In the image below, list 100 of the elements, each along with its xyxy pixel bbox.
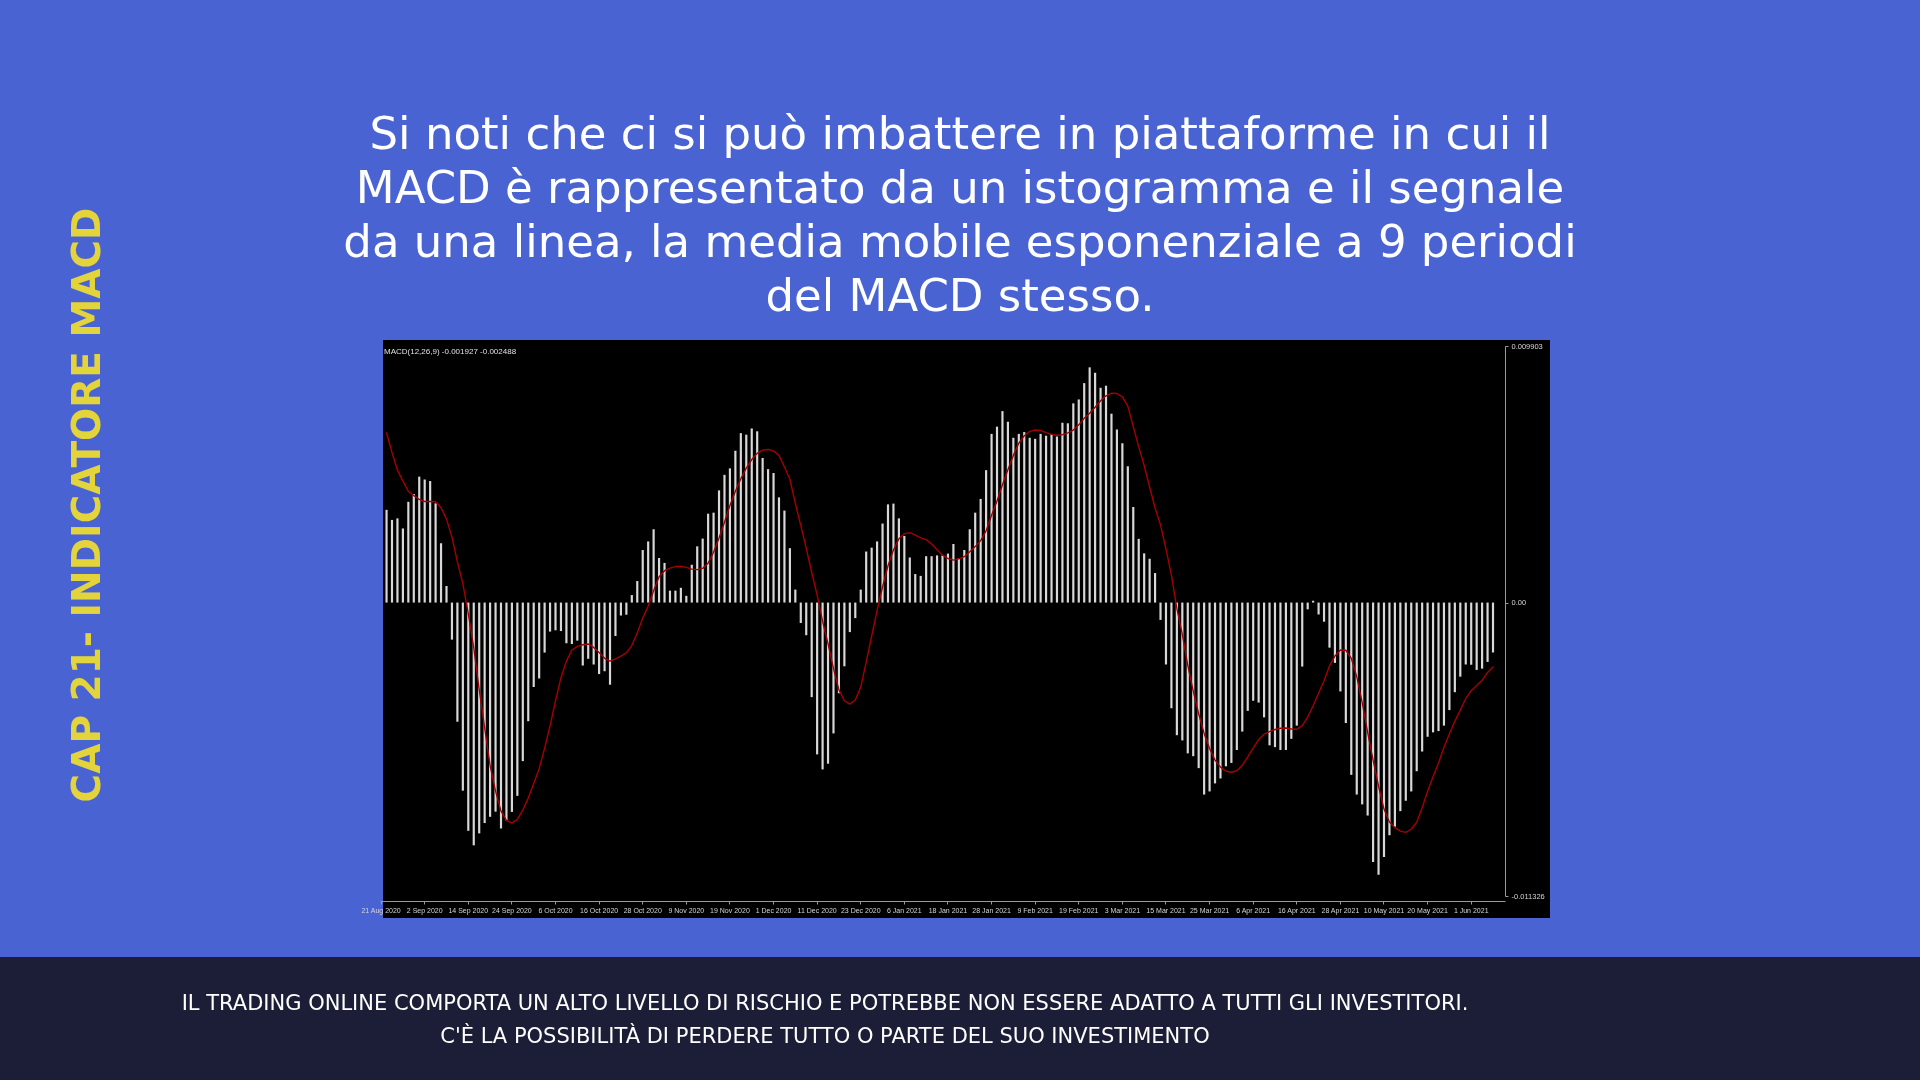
bar: [712, 512, 715, 603]
bar: [985, 470, 988, 603]
line-series: [385, 392, 1494, 834]
bar: [1322, 602, 1326, 622]
bar: [1393, 602, 1396, 827]
bar: [570, 602, 573, 645]
bar: [641, 549, 644, 603]
bar: [1257, 602, 1260, 703]
bar: [941, 555, 944, 603]
bar: [418, 476, 421, 603]
bar: [892, 503, 895, 603]
bar: [603, 602, 606, 672]
bar: [1137, 538, 1140, 603]
bar: [559, 602, 563, 632]
bar: [974, 512, 977, 603]
bar: [1164, 602, 1168, 665]
bar: [396, 518, 399, 603]
bar: [554, 602, 557, 631]
bar: [1491, 602, 1495, 653]
bar: [1442, 602, 1446, 726]
bar: [527, 602, 530, 722]
bar: [1153, 573, 1157, 603]
text: CAP 21- INDICATORE MACD: [64, 207, 109, 803]
bar: [1061, 422, 1064, 603]
bar: [548, 602, 552, 632]
bar: [685, 595, 688, 603]
bar: [919, 575, 922, 603]
bar: [1273, 602, 1277, 748]
bar: [668, 590, 672, 603]
bar: [1481, 602, 1484, 669]
bar: [1050, 433, 1053, 603]
bar: [1126, 466, 1129, 603]
bar: [532, 602, 535, 688]
bar: [1104, 385, 1108, 603]
bar: [1246, 602, 1249, 711]
bar: [1328, 602, 1331, 648]
bar: [1279, 602, 1282, 750]
bar: [832, 602, 835, 734]
bar: [865, 551, 868, 603]
bar: [794, 589, 797, 603]
bar: [1475, 602, 1478, 670]
bar: [1034, 438, 1037, 603]
bar: [1410, 602, 1413, 792]
bar: [1399, 602, 1402, 812]
annotation: MACD(12,26,9) -0.001927 -0.002488: [384, 347, 517, 356]
bar: [914, 574, 917, 603]
bar: [963, 549, 966, 603]
bar: [1350, 602, 1353, 775]
bar: [745, 434, 748, 603]
bar: [505, 602, 508, 821]
bar: [1301, 602, 1304, 667]
bar: [739, 433, 742, 603]
bar: [450, 602, 454, 640]
bar: [1121, 443, 1124, 603]
bar: [499, 602, 503, 829]
bar: [1224, 602, 1228, 767]
bar: [1083, 383, 1086, 603]
bar: [407, 501, 410, 603]
bar: [903, 535, 906, 603]
bar: [783, 510, 786, 603]
bar: [1219, 602, 1222, 779]
bar: [1486, 602, 1489, 662]
bar: [897, 518, 900, 603]
bar: [859, 589, 862, 603]
bar: [1453, 602, 1456, 693]
bar: [1148, 558, 1151, 603]
bar: [990, 433, 993, 603]
bar: [1426, 602, 1429, 737]
bar: [619, 602, 623, 616]
bar: [445, 585, 448, 603]
bar: [761, 458, 764, 603]
bar: [1448, 602, 1451, 711]
bar: [772, 473, 775, 603]
bar: [1017, 433, 1020, 603]
bar: [1055, 436, 1059, 603]
chart-title: Si noti che ci si può imbattere in piattaforme in cui il MACD è rappresentato da un istogramma e il segnale da una linea, la media mobile esponenziale a 9 periodi del MACD stesso.: [343, 107, 1577, 322]
bar: [957, 558, 960, 603]
bar: [581, 602, 584, 666]
bar: [538, 602, 541, 679]
bar: [821, 602, 824, 770]
bar: [390, 519, 394, 603]
bar: [848, 602, 851, 633]
bar: [1459, 602, 1462, 677]
bar: [674, 590, 677, 603]
bar: [1099, 387, 1102, 603]
bar: [1039, 433, 1042, 603]
bar: [1437, 602, 1440, 732]
bar: [1110, 413, 1113, 603]
bar: [756, 431, 759, 603]
bar: [423, 479, 426, 603]
bar: [1088, 367, 1091, 603]
bar: [1066, 423, 1069, 603]
text: IL TRADING ONLINE COMPORTA UN ALTO LIVELLO DI RISCHIO E POTREBBE NON ESSERE ADATTO A TUTTI GLI INVESTITORI.: [181, 991, 1469, 1015]
bar: [1431, 602, 1435, 733]
bar: [766, 469, 770, 603]
bar: [696, 546, 699, 603]
bar: [723, 474, 726, 603]
text: C'È LA POSSIBILITÀ DI PERDERE TUTTO O PARTE DEL SUO INVESTIMENTO: [440, 1023, 1210, 1048]
bar: [1241, 602, 1244, 732]
bar: [439, 543, 443, 603]
